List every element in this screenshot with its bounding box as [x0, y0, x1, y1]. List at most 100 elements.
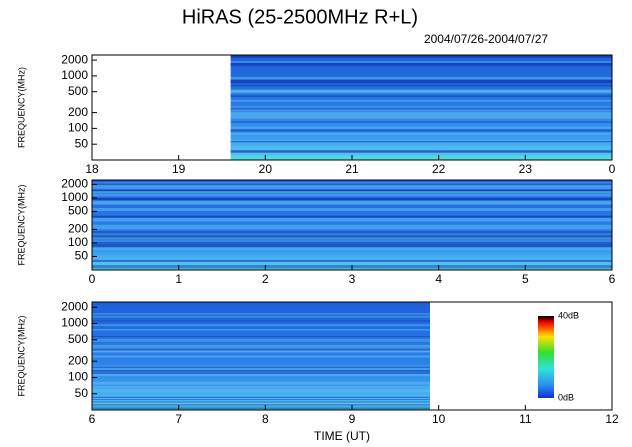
spectrogram-stripe [92, 192, 612, 194]
spectrogram-stripe [92, 324, 430, 326]
spectrogram-stripe [92, 344, 430, 346]
spectrogram-stripe [92, 314, 430, 317]
spectrogram-stripe [92, 182, 612, 184]
y-tick-label: 1000 [61, 316, 88, 330]
colorbar-label: 40dB [558, 310, 579, 320]
spectrogram-stripe [92, 218, 612, 221]
x-tick-label: 6 [609, 272, 616, 286]
spectrogram-stripe [230, 79, 612, 83]
spectrogram-stripe [230, 113, 612, 116]
y-tick-label: 500 [68, 84, 88, 98]
spectrogram-stripe [230, 117, 612, 119]
spectrogram-stripe [92, 244, 612, 247]
spectrogram-stripe [230, 132, 612, 135]
spectrogram-stripe [230, 89, 612, 92]
spectrogram-stripe [230, 109, 612, 112]
spectrogram-stripe [92, 226, 612, 230]
spectrogram-stripe [230, 147, 612, 151]
chart-title: HiRAS (25-2500MHz R+L) [182, 6, 418, 28]
y-tick-label: 200 [68, 105, 88, 119]
spectrogram-stripe [230, 61, 612, 63]
spectrogram-stripe [92, 335, 430, 337]
spectrogram-stripe [230, 77, 612, 80]
x-tick-label: 3 [349, 272, 356, 286]
spectrogram-stripe [92, 215, 612, 218]
spectrogram-stripe [230, 94, 612, 98]
spectrogram-stripe [92, 220, 612, 222]
spectrogram-stripe [92, 373, 430, 377]
y-axis-label: FREQUENCY(MHz) [16, 316, 26, 397]
spectrogram-stripe [230, 126, 612, 129]
spectrogram-stripe [230, 153, 612, 156]
spectrogram-stripe [230, 55, 612, 58]
spectrogram-stripe [230, 150, 612, 153]
y-tick-label: 50 [75, 136, 89, 150]
spectrogram-stripe [92, 193, 612, 197]
x-tick-label: 0 [609, 162, 616, 176]
spectrogram-stripe [92, 248, 612, 250]
y-tick-label: 200 [68, 353, 88, 367]
spectrogram-stripe [92, 236, 612, 240]
spectrogram-stripe [230, 145, 612, 148]
y-tick-label: 100 [68, 235, 88, 249]
y-tick-label: 500 [68, 332, 88, 346]
spectrogram-stripe [92, 365, 430, 368]
spectrogram-stripe [92, 234, 612, 238]
spectrogram-stripe [92, 190, 612, 193]
x-tick-label: 23 [519, 162, 533, 176]
spectrogram-stripe [92, 366, 430, 368]
spectrogram-stripe [92, 230, 612, 234]
spectrogram-stripe [92, 345, 430, 349]
y-tick-label: 2000 [61, 299, 88, 313]
x-tick-label: 1 [175, 272, 182, 286]
spectrogram-stripe [92, 259, 612, 262]
spectrogram-stripe [92, 339, 430, 342]
y-axis-label: FREQUENCY(MHz) [16, 67, 26, 148]
spectrogram-stripe [230, 106, 612, 108]
spectrogram-stripe [230, 129, 612, 132]
y-tick-label: 500 [68, 204, 88, 218]
spectrogram-stripe [92, 401, 430, 405]
spectrogram-data [230, 55, 612, 160]
spectrogram-stripe [230, 139, 612, 142]
x-tick-label: 9 [349, 412, 356, 426]
x-tick-label: 0 [89, 272, 96, 286]
spectrogram-stripe [92, 399, 430, 401]
colorbar-label: 0dB [558, 392, 574, 402]
x-tick-label: 6 [89, 412, 96, 426]
spectrogram-stripe [92, 208, 612, 212]
spectrogram-stripe [92, 348, 430, 351]
y-tick-label: 100 [68, 370, 88, 384]
spectrogram-stripe [92, 262, 612, 266]
spectrogram-stripe [92, 224, 612, 227]
spectrogram-stripe [92, 320, 430, 322]
spectrogram-stripe [92, 329, 430, 331]
spectrogram-stripe [92, 245, 612, 248]
x-tick-label: 5 [522, 272, 529, 286]
spectrogram-stripe [92, 401, 430, 403]
spectrogram-stripe [230, 115, 612, 119]
x-tick-label: 2 [262, 272, 269, 286]
spectrogram-stripe [92, 186, 612, 190]
y-tick-label: 1000 [61, 68, 88, 82]
x-tick-label: 10 [432, 412, 446, 426]
x-tick-label: 8 [262, 412, 269, 426]
x-tick-label: 20 [259, 162, 273, 176]
colorbar [538, 316, 554, 398]
spectrogram-stripe [230, 111, 612, 115]
spectrogram-stripe [92, 385, 430, 389]
x-tick-label: 18 [85, 162, 99, 176]
spectrogram-stripe [92, 405, 430, 408]
spectrogram-stripe [92, 381, 430, 385]
y-tick-label: 100 [68, 121, 88, 135]
spectrogram-stripe [92, 315, 430, 318]
spectrogram-stripe [230, 63, 612, 67]
spectrogram-stripe [230, 140, 612, 143]
y-tick-label: 200 [68, 222, 88, 236]
spectrogram-stripe [92, 396, 430, 398]
x-tick-label: 21 [345, 162, 359, 176]
spectrogram-stripe [230, 151, 612, 155]
y-tick-label: 2000 [61, 52, 88, 66]
spectrogram-stripe [92, 397, 430, 401]
